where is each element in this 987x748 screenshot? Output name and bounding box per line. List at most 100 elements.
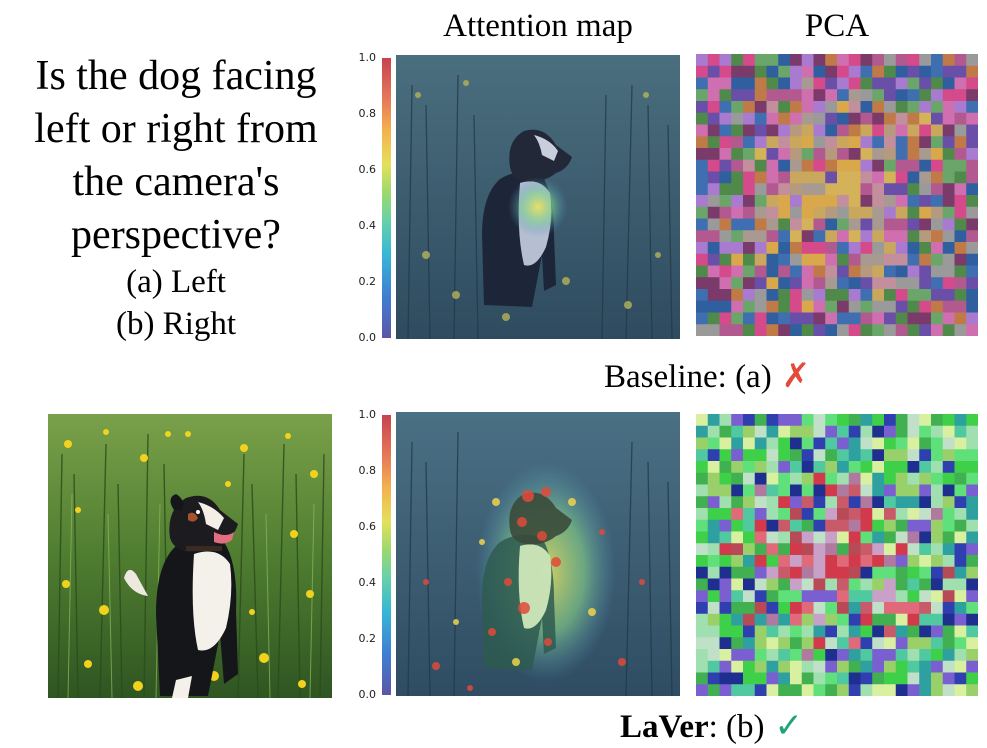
pca-cell (766, 289, 779, 302)
pca-cell (813, 566, 826, 580)
pca-cell (837, 625, 850, 638)
pca-cell (884, 602, 897, 615)
pca-cell (884, 159, 897, 173)
pca-cell (907, 101, 920, 114)
pca-cell (825, 230, 838, 243)
pca-cell (754, 112, 768, 126)
pca-cell (837, 124, 850, 137)
pca-cell (895, 218, 909, 231)
pca-cell (966, 183, 978, 196)
pca-cell (895, 101, 909, 114)
pca-cell (895, 437, 909, 450)
pca-cell (743, 531, 756, 544)
pca-cell (954, 289, 967, 302)
pca-cell (766, 312, 779, 325)
pca-cell (719, 171, 732, 184)
pca-cell (825, 660, 838, 674)
pca-cell (860, 637, 873, 650)
pca-cell (895, 508, 909, 521)
pca-cell (860, 602, 873, 615)
pca-cell (743, 578, 756, 591)
pca-cell (813, 112, 826, 126)
pca-cell (731, 519, 744, 533)
pca-cell (825, 531, 838, 544)
pca-cell (754, 425, 768, 439)
pca-cell (919, 324, 932, 336)
pca-cell (790, 89, 803, 102)
pca-cell (907, 171, 920, 184)
pca-cell (884, 54, 897, 67)
pca-cell (754, 496, 768, 509)
pca-cell (837, 89, 850, 102)
pca-cell (837, 183, 850, 196)
pca-cell (860, 230, 873, 243)
pca-cell (942, 171, 956, 184)
pca-cell (848, 183, 862, 196)
pca-cell (907, 672, 920, 685)
pca-cell (872, 183, 885, 196)
pca-cell (825, 613, 838, 627)
pca-cell (778, 496, 791, 509)
pca-cell (743, 414, 756, 427)
pca-cell (942, 519, 956, 533)
pca-cell (848, 508, 862, 521)
pca-cell (837, 171, 850, 184)
pca-cell (813, 543, 826, 556)
pca-cell (743, 660, 756, 674)
pca-cell (778, 183, 791, 196)
pca-cell (790, 425, 803, 439)
pca-cell (801, 461, 815, 474)
pca-cell (801, 508, 815, 521)
pca-cell (731, 312, 744, 325)
pca-cell (743, 449, 756, 462)
pca-cell (860, 449, 873, 462)
red-cross-icon: ✗ (781, 356, 811, 396)
pca-cell (719, 324, 732, 336)
pca-cell (766, 195, 779, 208)
pca-cell (954, 230, 967, 243)
pca-cell (825, 590, 838, 603)
pca-cell (790, 414, 803, 427)
pca-cell (790, 590, 803, 603)
pca-cell (895, 425, 909, 439)
pca-cell (931, 230, 944, 243)
pca-cell (872, 253, 885, 267)
pca-cell (754, 684, 768, 696)
pca-cell (801, 519, 815, 533)
pca-cell (966, 602, 978, 615)
pca-cell (825, 578, 838, 591)
pca-cell (707, 159, 721, 173)
pca-cell (813, 124, 826, 137)
pca-cell (731, 496, 744, 509)
pca-cell (907, 414, 920, 427)
pca-cell (848, 89, 862, 102)
pca-cell (790, 77, 803, 90)
pca-cell (931, 77, 944, 90)
pca-cell (754, 253, 768, 267)
pca-cell (707, 684, 721, 696)
pca-cell (931, 625, 944, 638)
pca-cell (895, 637, 909, 650)
pca-cell (778, 136, 791, 149)
pca-cell (848, 519, 862, 533)
pca-cell (942, 437, 956, 450)
pca-cell (954, 324, 967, 336)
pca-cell (790, 195, 803, 208)
pca-cell (860, 136, 873, 149)
pca-cell (837, 508, 850, 521)
pca-cell (895, 171, 909, 184)
pca-cell (848, 124, 862, 137)
pca-cell (860, 625, 873, 638)
pca-cell (766, 77, 779, 90)
pca-cell (919, 112, 932, 126)
pca-cell (931, 206, 944, 220)
pca-cell (743, 484, 756, 497)
pca-cell (801, 437, 815, 450)
pca-cell (895, 265, 909, 278)
pca-cell (954, 425, 967, 439)
pca-cell (731, 300, 744, 314)
pca-cell (825, 649, 838, 662)
pca-cell (848, 253, 862, 267)
pca-cell (707, 195, 721, 208)
pca-cell (919, 230, 932, 243)
